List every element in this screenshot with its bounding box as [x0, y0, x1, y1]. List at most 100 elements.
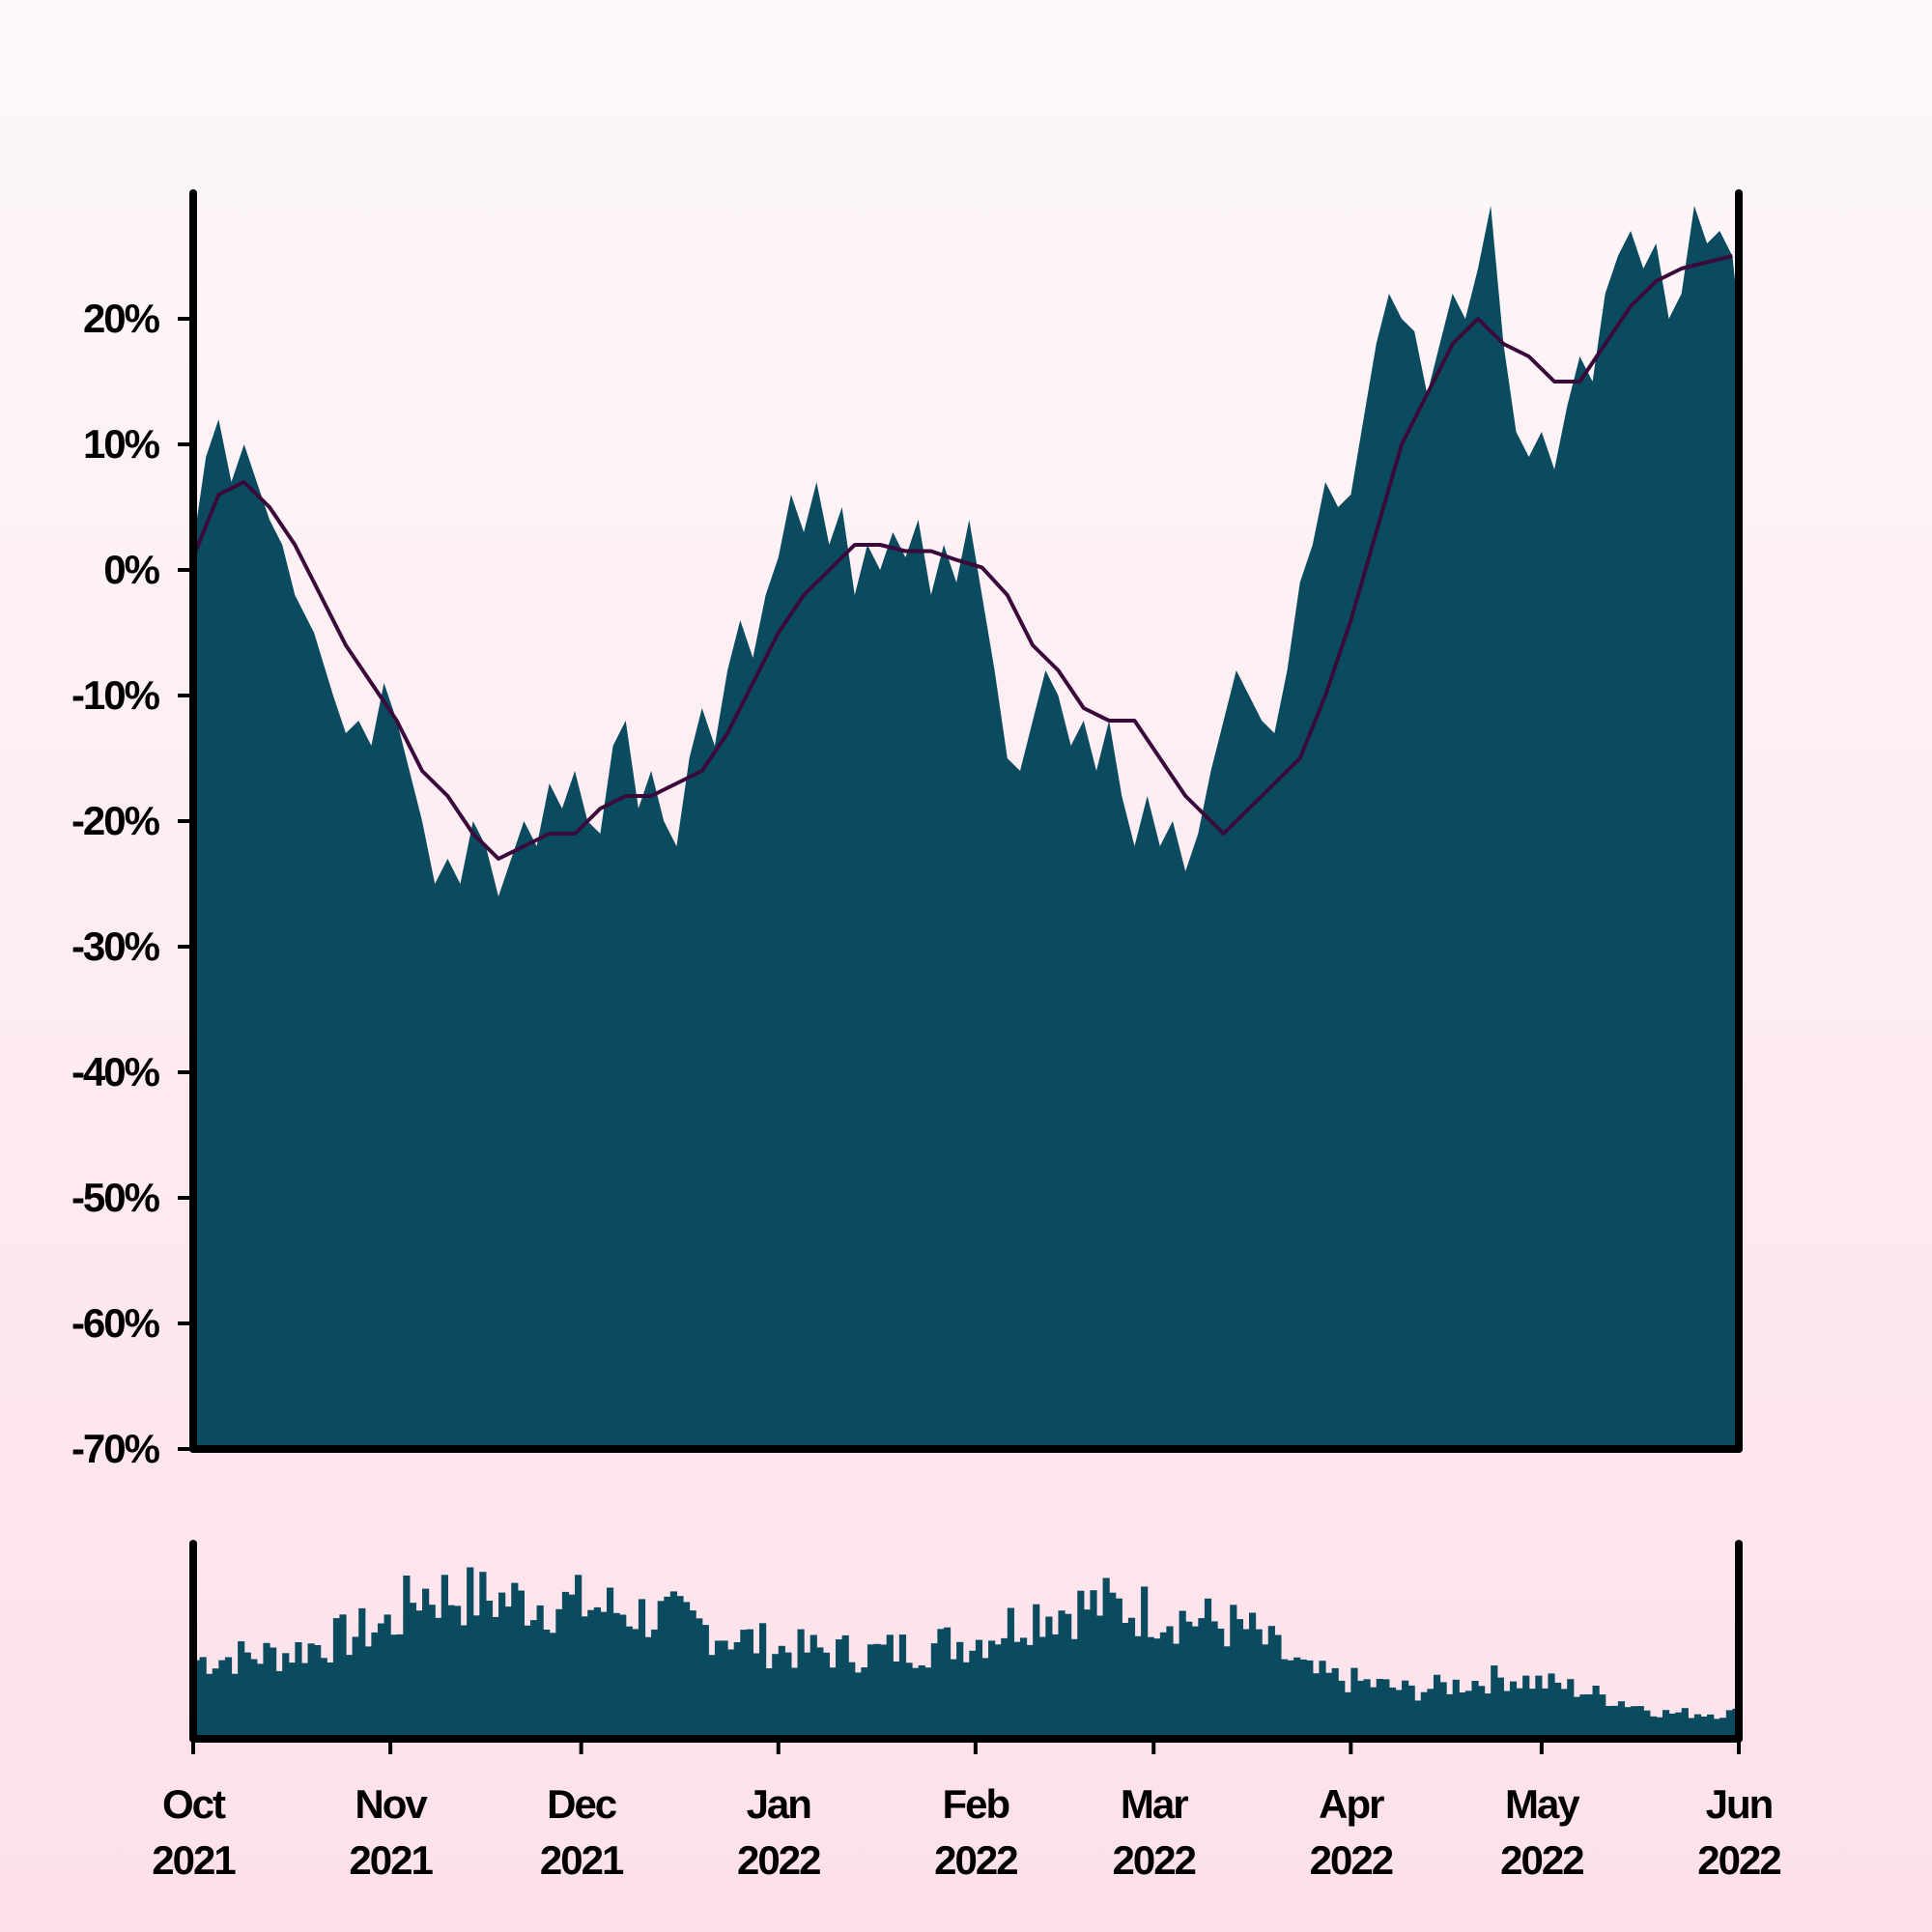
volume-bar — [1331, 1667, 1339, 1739]
x-tick-year: 2022 — [737, 1837, 820, 1883]
volume-bar — [1026, 1644, 1034, 1739]
volume-bar — [504, 1606, 512, 1739]
volume-bar — [1159, 1632, 1167, 1739]
volume-bar — [1567, 1679, 1575, 1739]
volume-bar — [759, 1623, 767, 1739]
volume-bar — [753, 1653, 760, 1739]
volume-bar — [1464, 1690, 1473, 1739]
volume-bar — [1038, 1636, 1046, 1739]
volume-bar — [270, 1647, 277, 1739]
volume-bar — [447, 1605, 455, 1739]
volume-bar — [1382, 1679, 1390, 1739]
volume-bar — [1070, 1638, 1078, 1739]
volume-bar — [288, 1662, 296, 1739]
volume-bar — [1592, 1686, 1600, 1739]
x-tick-year: 2022 — [1113, 1837, 1196, 1883]
volume-bar — [1223, 1646, 1231, 1739]
volume-bar — [581, 1616, 588, 1739]
volume-bar — [1528, 1689, 1536, 1739]
volume-bar — [1242, 1629, 1250, 1739]
volume-bar — [822, 1652, 831, 1739]
volume-bar — [307, 1643, 315, 1739]
volume-bar — [1109, 1592, 1117, 1739]
volume-bar — [327, 1662, 334, 1739]
y-tick-label: -40% — [71, 1049, 160, 1094]
x-tick-year: 2022 — [1697, 1837, 1780, 1883]
volume-bar — [403, 1576, 411, 1739]
volume-bar — [1179, 1610, 1186, 1739]
volume-bar — [1127, 1617, 1136, 1739]
volume-bar — [778, 1645, 785, 1739]
volume-bar — [638, 1599, 646, 1739]
x-tick-year: 2022 — [934, 1837, 1017, 1883]
volume-bar — [664, 1596, 671, 1739]
volume-bar — [1134, 1635, 1142, 1739]
volume-bar — [1280, 1659, 1289, 1739]
volume-bar — [644, 1636, 652, 1739]
volume-bar — [1350, 1667, 1358, 1739]
volume-bar — [384, 1614, 391, 1739]
volume-bar — [435, 1617, 442, 1739]
volume-bar — [1001, 1637, 1009, 1739]
volume-bar — [1554, 1682, 1562, 1739]
volume-bar — [1287, 1660, 1294, 1739]
volume-bar — [886, 1634, 894, 1739]
volume-bar — [1045, 1616, 1053, 1739]
volume-bar — [1516, 1688, 1523, 1739]
x-tick-month: Nov — [355, 1781, 428, 1827]
x-tick-month: Apr — [1319, 1781, 1384, 1827]
volume-bar — [485, 1601, 494, 1739]
x-tick-year: 2022 — [1500, 1837, 1583, 1883]
volume-bar — [1325, 1672, 1333, 1739]
price-area — [193, 206, 1739, 1449]
y-tick-label: -70% — [71, 1426, 160, 1471]
volume-bar — [440, 1575, 448, 1739]
volume-bar — [1548, 1673, 1555, 1739]
volume-bar — [669, 1591, 678, 1739]
volume-bar — [746, 1629, 754, 1739]
volume-bar — [575, 1575, 582, 1739]
volume-bar — [1299, 1659, 1307, 1739]
volume-bar — [428, 1605, 436, 1739]
volume-bar — [689, 1610, 696, 1739]
volume-bar — [924, 1667, 932, 1739]
volume-bar — [555, 1608, 563, 1739]
volume-bar — [536, 1605, 544, 1739]
volume-bar — [854, 1672, 862, 1739]
x-tick-month: Dec — [547, 1781, 617, 1827]
volume-bar — [994, 1644, 1002, 1739]
volume-bar — [199, 1657, 207, 1739]
volume-bar — [568, 1594, 576, 1739]
volume-bar — [930, 1643, 938, 1739]
volume-bar — [657, 1601, 665, 1739]
volume-bar — [975, 1639, 983, 1739]
volume-bar — [841, 1634, 849, 1739]
volume-bar — [816, 1647, 824, 1739]
volume-bar — [1585, 1694, 1594, 1739]
volume-bar — [498, 1592, 506, 1739]
volume-bar — [1376, 1679, 1383, 1739]
volume-bar — [295, 1642, 302, 1739]
volume-bar — [651, 1629, 659, 1739]
volume-bar — [829, 1667, 837, 1739]
volume-bar — [1319, 1661, 1326, 1739]
volume-bar — [804, 1652, 811, 1739]
y-tick-label: 0% — [103, 547, 159, 592]
volume-bar — [1338, 1680, 1346, 1739]
volume-bar — [1631, 1706, 1638, 1739]
volume-bar — [1662, 1710, 1670, 1739]
volume-bar — [1407, 1685, 1415, 1739]
volume-bar — [1370, 1687, 1378, 1739]
volume-bar — [1255, 1629, 1263, 1739]
volume-bar — [880, 1644, 888, 1739]
volume-bar — [1649, 1716, 1657, 1739]
volume-bar — [1605, 1706, 1612, 1739]
volume-bar — [561, 1591, 570, 1739]
y-tick-label: -30% — [71, 923, 160, 969]
volume-bar — [314, 1645, 322, 1739]
volume-bar — [873, 1643, 881, 1739]
volume-bar — [256, 1663, 265, 1739]
volume-bar — [708, 1655, 716, 1739]
y-tick-label: 10% — [83, 421, 160, 467]
volume-bar — [358, 1607, 366, 1739]
